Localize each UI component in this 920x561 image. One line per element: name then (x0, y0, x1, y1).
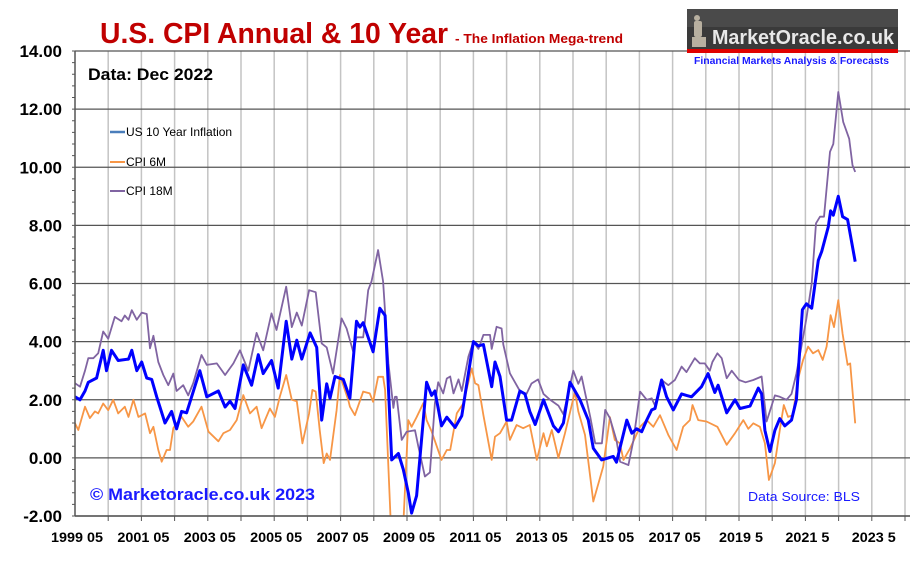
logo-tagline: Financial Markets Analysis & Forecasts (694, 56, 889, 67)
series-group (75, 91, 857, 516)
chart-title: U.S. CPI Annual & 10 Year (100, 18, 448, 50)
y-tick-label: 2.00 (29, 391, 62, 410)
x-tick-label: 2021 5 (785, 529, 829, 545)
x-tick-label: 2005 05 (250, 529, 302, 545)
x-tick-label: 2011 05 (449, 529, 501, 545)
legend-item-us-10-year: US 10 Year Inflation (110, 125, 232, 139)
x-tick-label: 2019 5 (719, 529, 763, 545)
y-tick-label: 0.00 (29, 449, 62, 468)
series-line-cpi-6m (75, 299, 857, 516)
logo-text: MarketOracle.co.uk (712, 27, 895, 49)
x-tick-label: 2001 05 (117, 529, 169, 545)
x-tick-label: 2009 05 (383, 529, 435, 545)
grid (75, 50, 910, 517)
y-tick-label: 10.00 (19, 158, 62, 177)
y-tick-label: 8.00 (29, 216, 62, 235)
y-tick-label: 14.00 (19, 42, 62, 61)
series-line-us-10-year-inflation (75, 194, 857, 515)
x-tick-label: 2013 05 (516, 529, 568, 545)
data-date-label: Data: Dec 2022 (88, 65, 213, 84)
marketoracle-logo: MarketOracle.co.uk Financial Markets Ana… (687, 9, 898, 67)
y-tick-label: 4.00 (29, 333, 62, 352)
x-tick-label: 2017 05 (649, 529, 701, 545)
x-tick-label: 2015 05 (582, 529, 634, 545)
y-tick-label: 12.00 (19, 100, 62, 119)
legend: US 10 Year Inflation CPI 6M CPI 18M (110, 125, 232, 198)
legend-label: CPI 18M (126, 184, 173, 198)
statue-icon (692, 15, 706, 47)
x-tick-label: 2003 05 (184, 529, 236, 545)
y-tick-label: -2.00 (23, 507, 62, 526)
x-tick-label: 1999 05 (51, 529, 103, 545)
legend-item-cpi-18m: CPI 18M (110, 184, 173, 198)
legend-item-cpi-6m: CPI 6M (110, 155, 166, 169)
x-tick-label: 2007 05 (317, 529, 369, 545)
copyright-label: © Marketoracle.co.uk 2023 (90, 485, 315, 504)
data-source-label: Data Source: BLS (748, 489, 860, 504)
x-tick-label: 2023 5 (852, 529, 896, 545)
axes: 14.00 12.00 10.00 8.00 6.00 4.00 2.00 0.00 -2.00… (19, 42, 910, 545)
legend-label: CPI 6M (126, 155, 166, 169)
legend-label: US 10 Year Inflation (126, 125, 232, 139)
y-tick-label: 6.00 (29, 275, 62, 294)
series-line-cpi-18m (75, 91, 857, 478)
chart-subtitle: - The Inflation Mega-trend (455, 31, 623, 46)
